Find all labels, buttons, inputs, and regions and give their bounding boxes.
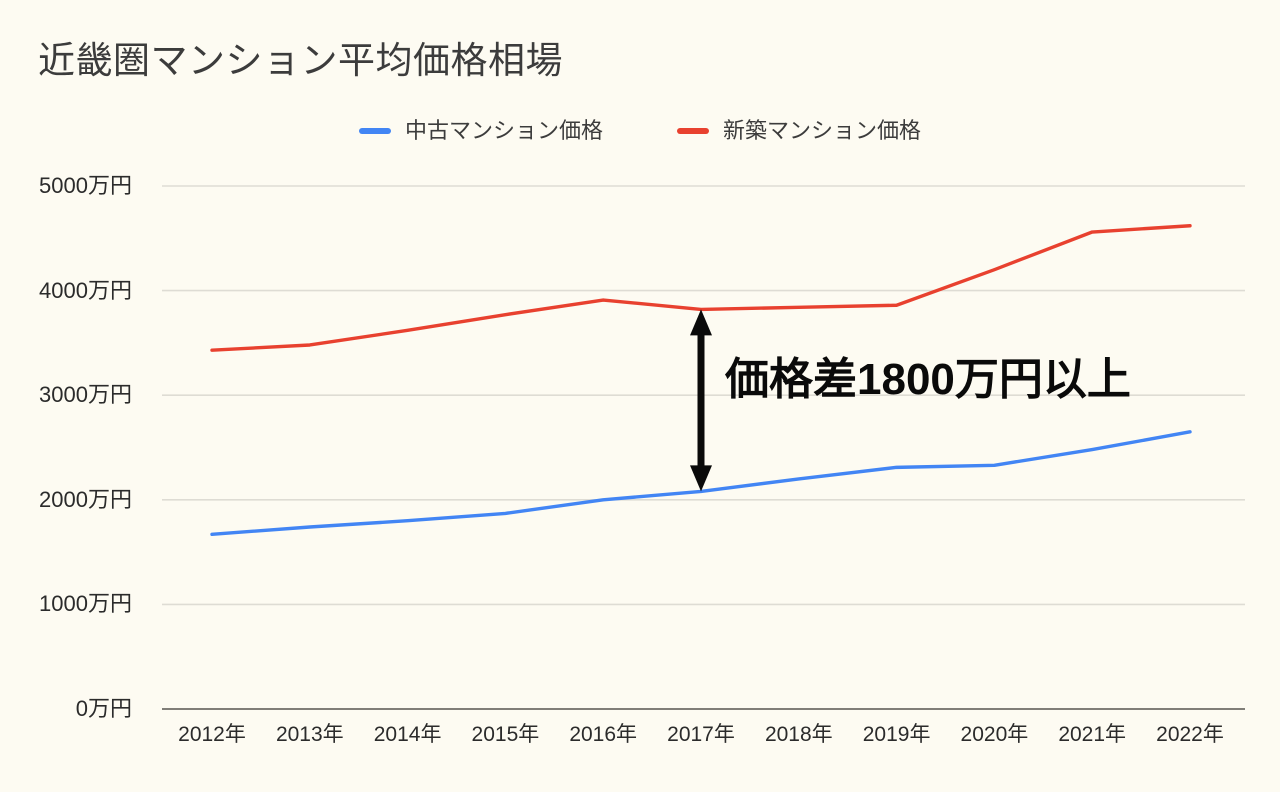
x-tick-label: 2013年 xyxy=(275,723,344,746)
x-tick-label: 2017年 xyxy=(667,723,735,746)
chart-title: 近畿圏マンション平均価格相場 xyxy=(38,40,563,81)
price-gap-annotation-label: 価格差1800万円以上 xyxy=(725,355,1131,405)
legend-label-new: 新築マンション価格 xyxy=(723,118,922,143)
y-tick-label: 3000万円 xyxy=(39,382,132,408)
arrow-head-down-icon xyxy=(690,465,712,492)
chart-legend: 中古マンション価格 新築マンション価格 xyxy=(0,116,1280,146)
x-tick-label: 2015年 xyxy=(471,723,540,746)
line-swatch-icon xyxy=(358,128,391,134)
price-gap-arrow-icon xyxy=(690,309,712,492)
x-tick-label: 2018年 xyxy=(764,723,833,746)
x-tick-label: 2022年 xyxy=(1156,723,1224,746)
arrow-head-up-icon xyxy=(690,309,712,336)
legend-item-used[interactable]: 中古マンション価格 xyxy=(358,116,603,146)
y-tick-label: 2000万円 xyxy=(39,486,132,512)
x-tick-label: 2020年 xyxy=(960,723,1029,746)
x-tick-label: 2021年 xyxy=(1058,723,1127,746)
line-swatch-icon xyxy=(677,128,709,134)
legend-item-new[interactable]: 新築マンション価格 xyxy=(677,116,921,146)
x-tick-label: 2016年 xyxy=(569,723,638,746)
gridlines xyxy=(162,185,1245,606)
y-tick-label: 4000万円 xyxy=(39,277,132,303)
y-tick-label: 5000万円 xyxy=(39,173,132,198)
x-tick-label: 2019年 xyxy=(862,723,931,746)
x-tick-label: 2012年 xyxy=(178,723,246,746)
y-tick-label: 0万円 xyxy=(75,696,132,721)
x-tick-label: 2014年 xyxy=(373,723,442,746)
y-tick-label: 1000万円 xyxy=(39,591,132,617)
legend-label-used: 中古マンション価格 xyxy=(404,118,603,143)
